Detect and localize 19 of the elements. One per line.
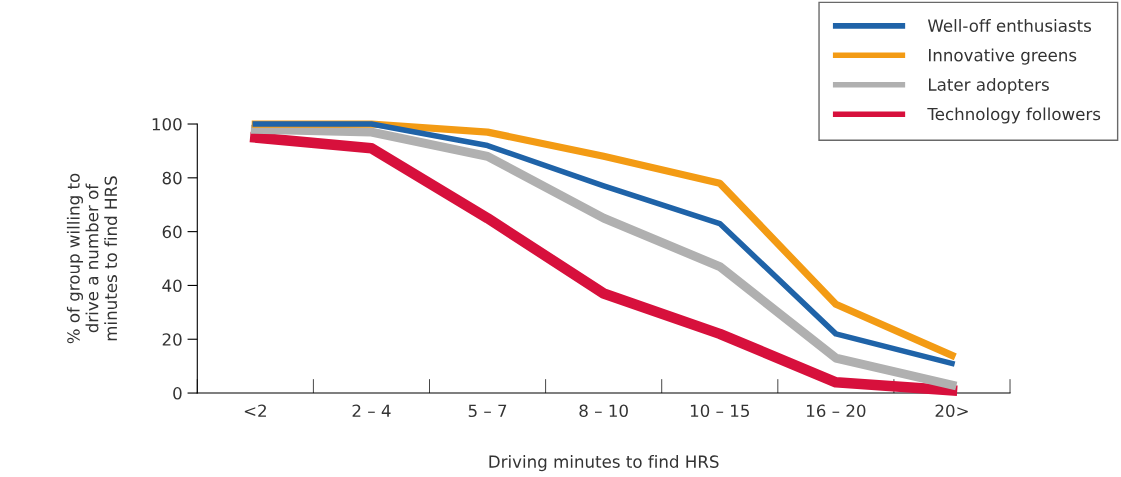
x-axis-title: Driving minutes to find HRS [489, 455, 719, 472]
legend-label: Technology followers [927, 107, 1101, 124]
x-tick-label: 2 – 4 [352, 404, 391, 417]
legend-label: Innovative greens [929, 48, 1077, 65]
y-tick-label: 40 [162, 279, 182, 293]
y-axis-title: % of group willing to drive a number of minutes to find HRS [66, 173, 118, 344]
x-tick-label: 8 – 10 [579, 404, 628, 418]
y-tick-label: 100 [152, 117, 182, 131]
x-tick-label: <2 [244, 404, 266, 417]
x-tick-label: 16 – 20 [807, 404, 866, 418]
y-tick-label: 80 [162, 171, 182, 185]
x-tick-label: 10 – 15 [690, 404, 749, 418]
x-tick-label: 5 – 7 [468, 404, 507, 418]
y-tick-label: 60 [162, 225, 182, 239]
y-tick-label: 20 [162, 333, 182, 346]
legend-label: Well-off enthusiasts [927, 19, 1092, 32]
x-tick-label: 20> [935, 404, 968, 418]
legend-label: Later adopters [929, 77, 1049, 95]
y-tick-label: 0 [173, 387, 182, 400]
